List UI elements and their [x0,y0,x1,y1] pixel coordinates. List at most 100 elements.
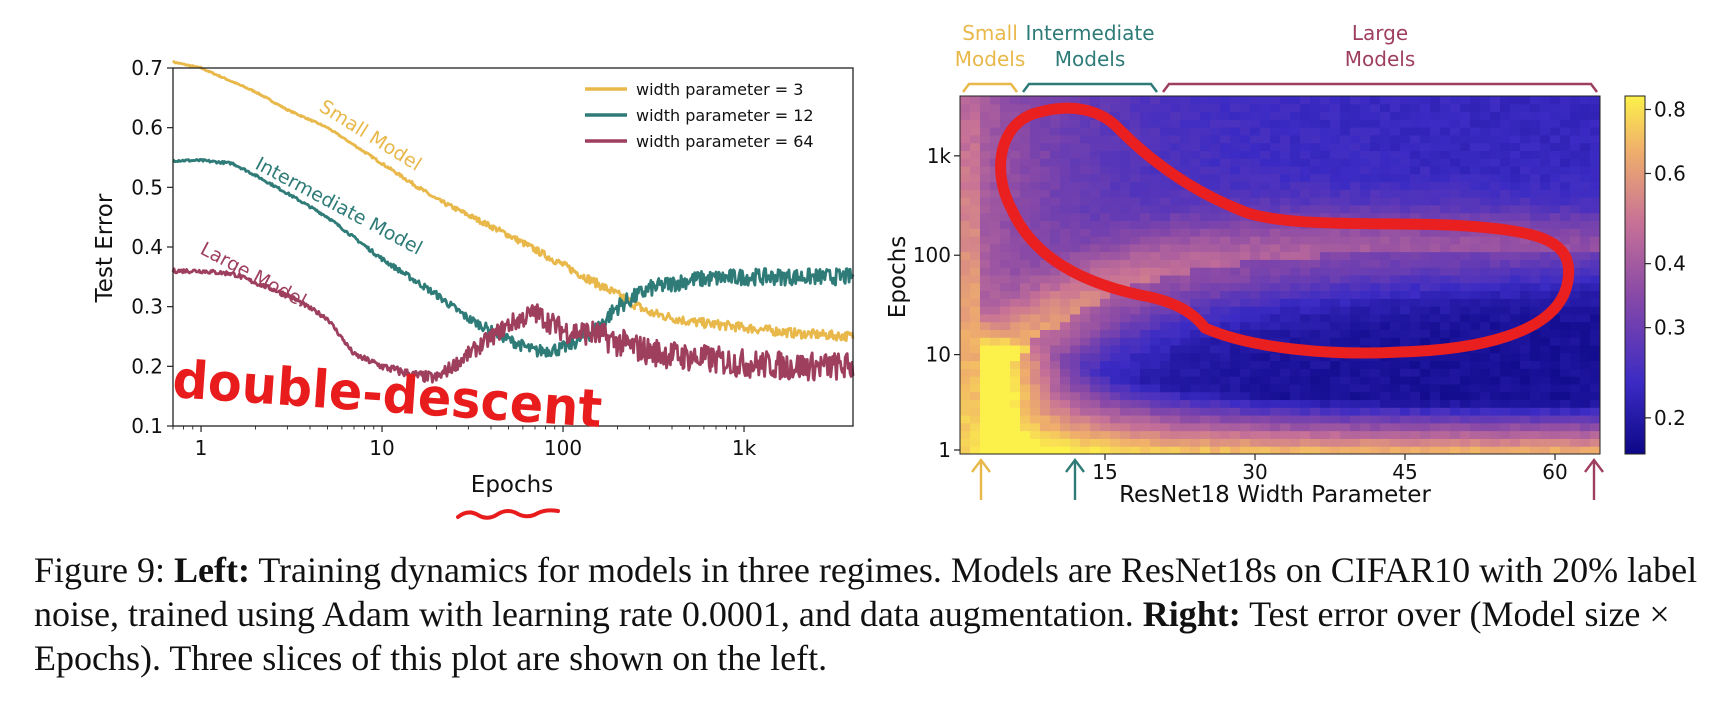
heatmap-cell [980,430,991,439]
heatmap-cell [1000,251,1011,260]
heatmap-cell [1450,415,1461,424]
heatmap-cell [960,430,971,439]
heatmap-cell [1190,204,1201,214]
heatmap-cell [1020,446,1031,455]
heatmap-cell [1450,150,1461,159]
heatmap-cell [1370,290,1381,299]
heatmap-cell [1080,391,1091,401]
colorbar-frame [1624,95,1646,455]
heatmap-cell [970,321,981,330]
heatmap-cell [1240,173,1251,183]
heatmap-cell [1270,298,1281,307]
heatmap-cell [1570,150,1581,159]
heatmap-cell [1560,212,1571,222]
heatmap-cell [1210,96,1221,105]
heatmap-cell [1330,197,1341,206]
heatmap-cell [990,290,1001,299]
heatmap-cell [1350,368,1361,377]
heatmap-cell [1200,282,1211,292]
heatmap-cell [1540,181,1551,190]
heatmap-cell [1460,376,1471,385]
heatmap-cell [1330,96,1341,105]
heatmap-cell [1460,282,1471,292]
heatmap-cell [1190,259,1201,268]
heatmap-cell [1440,166,1451,175]
heatmap-cell [980,275,991,284]
heatmap-cell [1240,220,1251,229]
heatmap-cell [970,290,981,299]
heatmap-cell [1030,282,1041,292]
heatmap-cell [1350,189,1361,198]
heatmap-cell [1010,306,1021,315]
heatmap-cell [1380,446,1391,455]
heatmap-cell [1360,313,1371,323]
heatmap-cell [1420,430,1431,439]
heatmap-cell [1220,142,1231,151]
heatmap-cell [1300,407,1311,416]
heatmap-cell [1570,111,1581,120]
heatmap-cell [1060,306,1071,315]
heatmap-cell [1010,415,1021,424]
heatmap-cell [1210,259,1221,268]
heatmap-cell [1490,259,1501,268]
heatmap-cell [1310,306,1321,315]
heatmap-cell [1300,251,1311,260]
heatmap-cell [1430,134,1441,144]
heatmap-cell [1040,313,1051,323]
heatmap-cell [1540,430,1551,439]
heatmap-cell [1160,282,1171,292]
heatmap-cell [1240,166,1251,175]
heatmap-cell [1040,173,1051,183]
heatmap-cell [1590,430,1601,439]
heatmap-cell [980,345,991,354]
heatmap-cell [1290,228,1301,237]
heatmap-cell [1050,275,1061,284]
heatmap-cell [1410,150,1421,159]
heatmap-cell [1070,383,1081,393]
heatmap-cell [1250,313,1261,323]
heatmap-cell [1170,438,1181,447]
heatmap-cell [1120,236,1131,245]
heatmap-cell [1340,399,1351,408]
heatmap-cell [1110,212,1121,222]
heatmap-cell [1390,204,1401,214]
heatmap-cell [980,282,991,292]
heatmap-cell [1130,111,1141,120]
heatmap-cell [1560,166,1571,175]
heatmap-cell [1030,360,1041,369]
heatmap-cell [1580,259,1591,268]
heatmap-cell [1080,321,1091,330]
heatmap-cell [1060,298,1071,307]
heatmap-cell [1160,391,1171,401]
heatmap-cell [1400,415,1411,424]
heatmap-cell [1580,313,1591,323]
heatmap-cell [1230,415,1241,424]
heatmap-cell [1070,158,1081,167]
heatmap-cell [1540,158,1551,167]
caption-lead: Figure 9: [34,550,174,590]
heatmap-cell [1320,127,1331,136]
heatmap-cell [1290,313,1301,323]
heatmap-cell [1280,275,1291,284]
heatmap-cell [1550,150,1561,159]
heatmap-cell [1240,134,1251,144]
heatmap-cell [1490,103,1501,113]
heatmap-cell [1110,275,1121,284]
heatmap-cell [1000,298,1011,307]
heatmap-cell [1010,181,1021,190]
heatmap-cell [1060,376,1071,385]
heatmap-cell [1520,298,1531,307]
heatmap-cell [1360,399,1371,408]
heatmap-cell [1070,181,1081,190]
heatmap-cell [1450,236,1461,245]
heatmap-cell [1100,173,1111,183]
heatmap-cell [1240,438,1251,447]
heatmap-cell [1390,158,1401,167]
heatmap-cell [1420,127,1431,136]
heatmap-cell [980,290,991,299]
heatmap-cell [1290,158,1301,167]
heatmap-cell [1020,376,1031,385]
heatmap-cell [1340,290,1351,299]
heatmap-cell [1340,313,1351,323]
heatmap-cell [1340,415,1351,424]
